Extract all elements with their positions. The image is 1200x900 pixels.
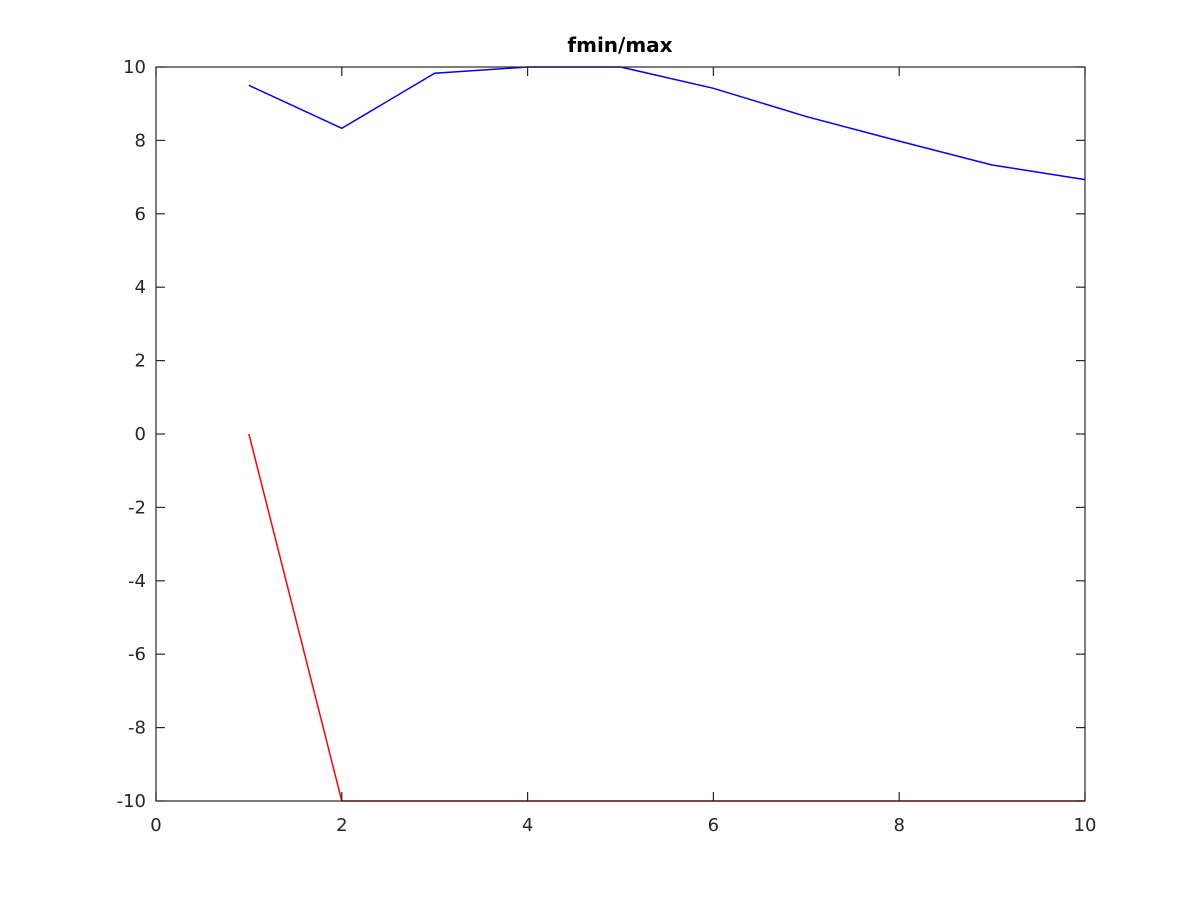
y-tick-label: 6 <box>135 204 146 225</box>
chart-title: fmin/max <box>567 33 672 57</box>
x-tick-label: 8 <box>893 815 904 836</box>
series-line-max <box>248 66 1086 181</box>
y-tick-label: -4 <box>128 571 146 592</box>
y-tick-label: 4 <box>135 277 146 298</box>
y-tick-label: -8 <box>128 718 146 739</box>
y-tick-label: 2 <box>135 351 146 372</box>
y-tick-label: 10 <box>123 57 146 78</box>
x-tick-label: 0 <box>150 815 161 836</box>
y-tick-label: -6 <box>128 644 146 665</box>
x-tick-label: 10 <box>1074 815 1097 836</box>
x-tick-label: 4 <box>522 815 533 836</box>
x-tick-label: 6 <box>708 815 719 836</box>
y-tick-label: 0 <box>135 424 146 445</box>
x-tick-label: 2 <box>336 815 347 836</box>
y-tick-label: -2 <box>128 497 146 518</box>
axes-layer: 0 2 4 6 8 10 -10 -8 -6 -4 -2 0 2 4 6 8 10 <box>117 57 1097 836</box>
y-tick-label: -10 <box>117 791 146 812</box>
y-tick-label: 8 <box>135 130 146 151</box>
